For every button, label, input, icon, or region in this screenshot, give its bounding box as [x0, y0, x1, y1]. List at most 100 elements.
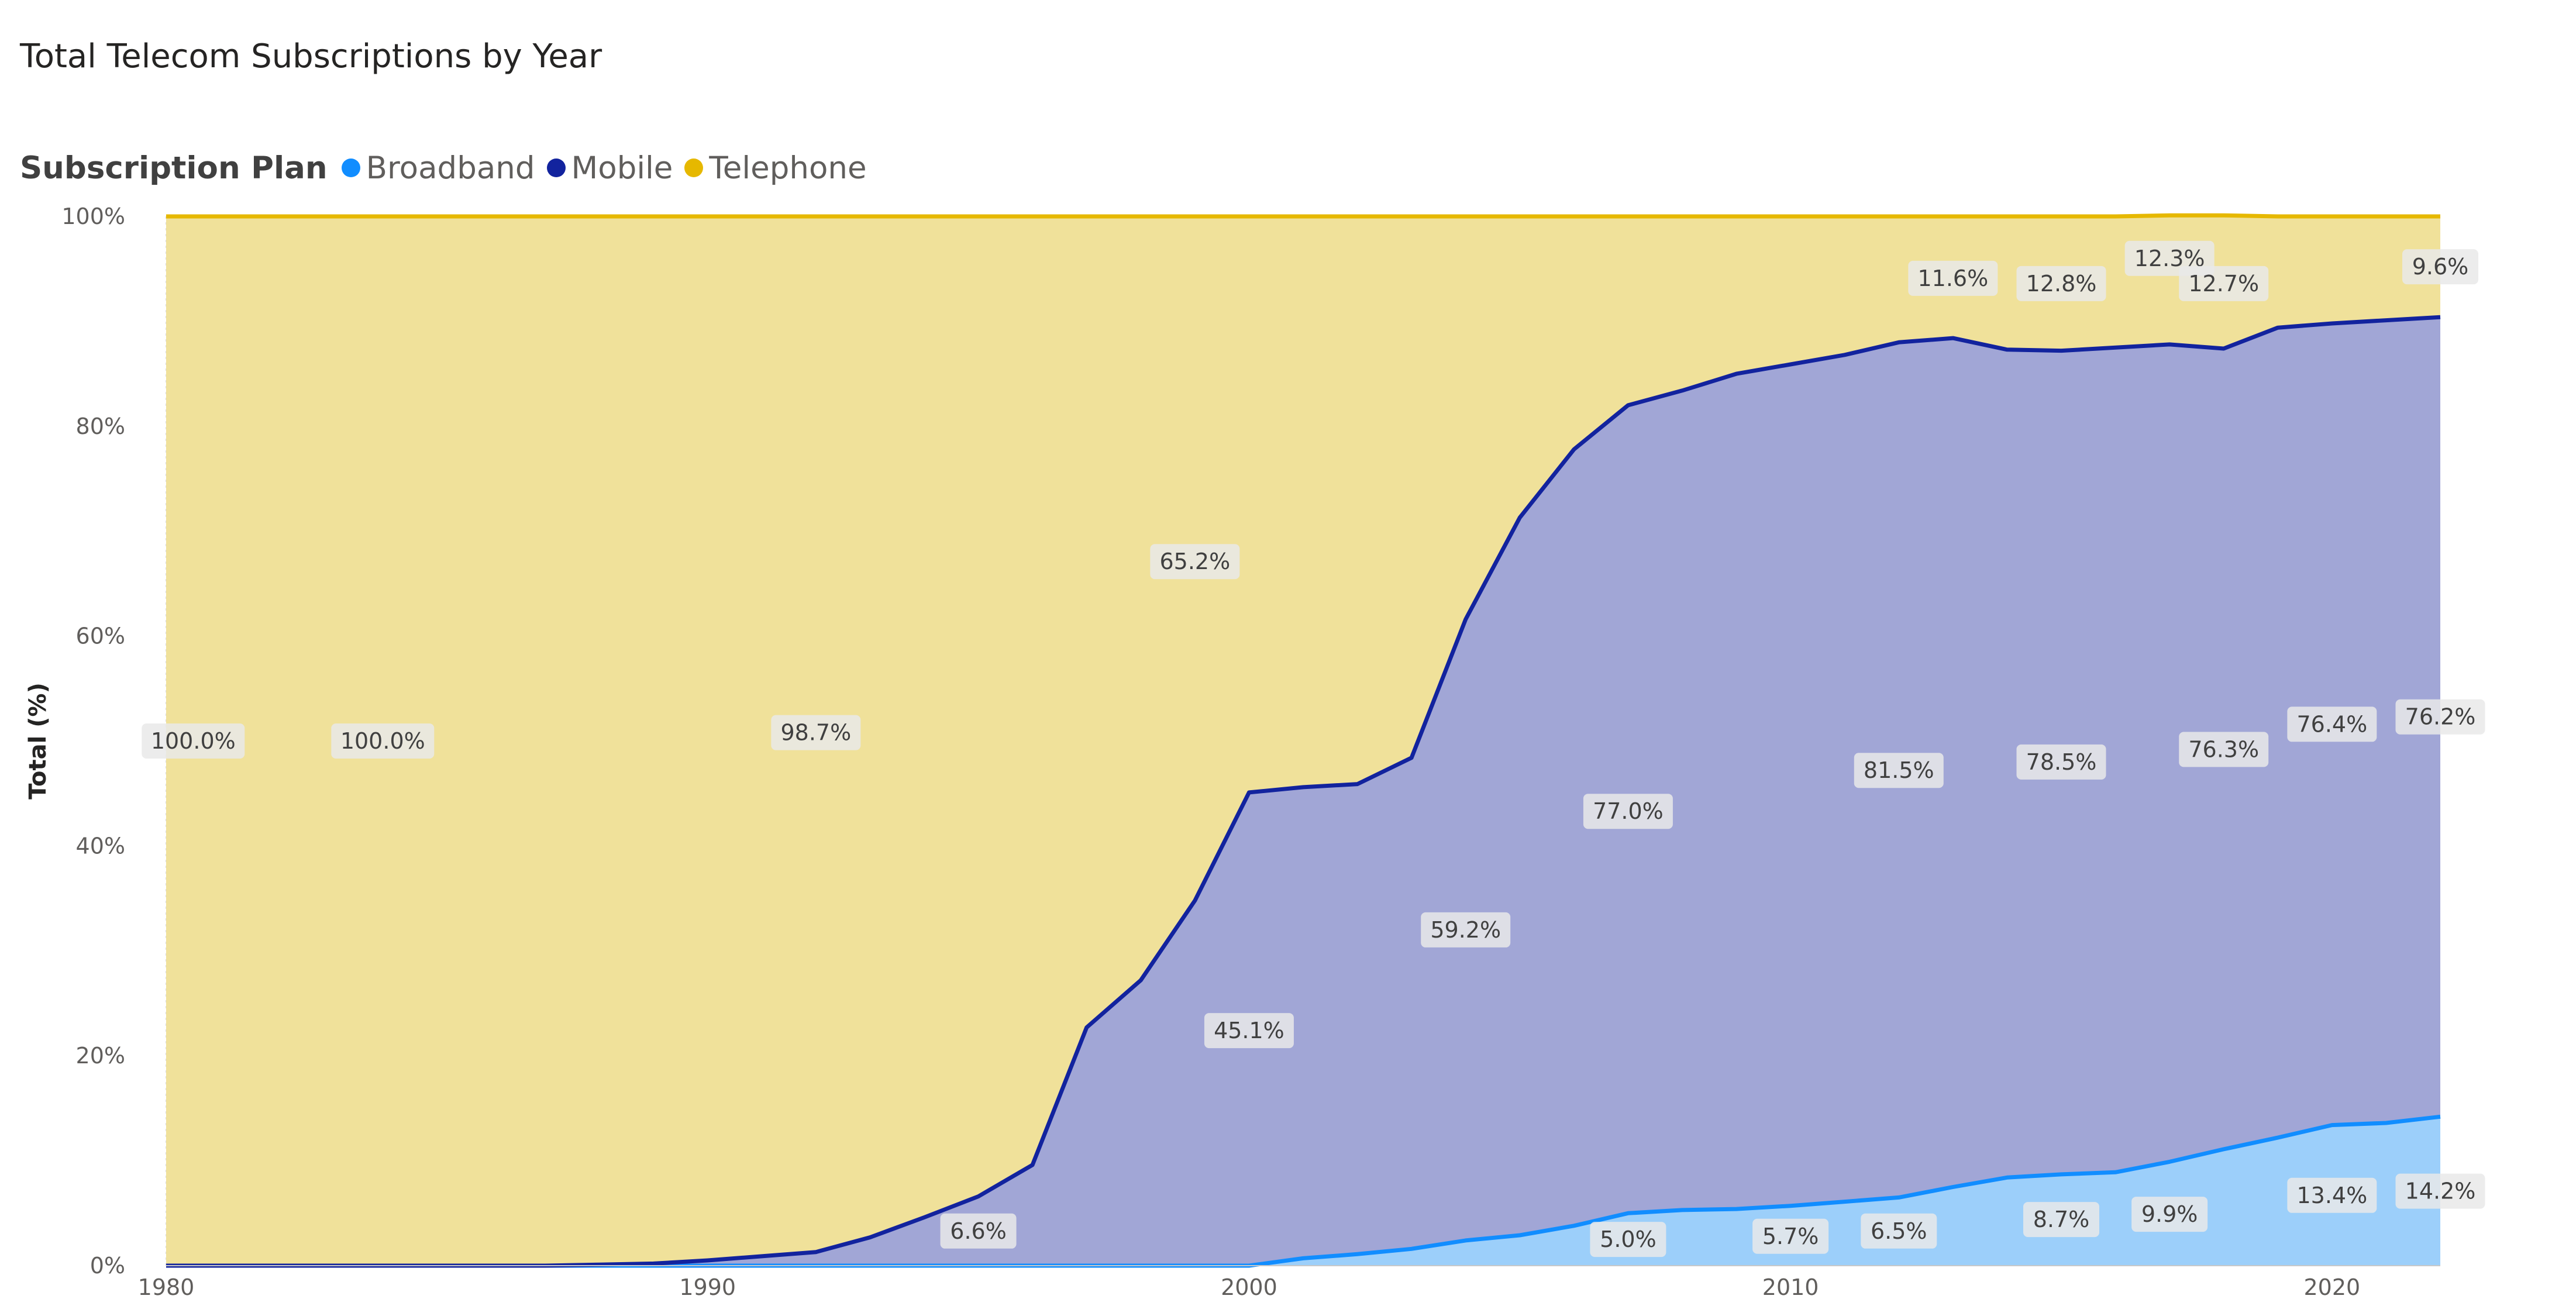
- line-telephone: [166, 213, 2440, 219]
- data-label-text: 59.2%: [1430, 917, 1501, 943]
- legend-label-telephone: Telephone: [709, 150, 867, 186]
- data-label: 100.0%: [331, 723, 435, 759]
- data-label-text: 65.2%: [1159, 549, 1230, 574]
- data-label-text: 6.6%: [950, 1218, 1007, 1244]
- data-label: 6.6%: [940, 1213, 1017, 1249]
- data-label-bg: [2179, 732, 2269, 767]
- area-telephone[interactable]: [166, 215, 2440, 1266]
- broadband-dot-icon: [341, 159, 360, 177]
- data-label-text: 11.6%: [1917, 266, 1988, 291]
- telephone-dot-icon: [684, 159, 704, 177]
- data-label-bg: [2287, 707, 2377, 742]
- data-label-text: 12.7%: [2188, 271, 2259, 297]
- legend-item-mobile[interactable]: Mobile: [546, 150, 673, 186]
- data-label-text: 8.7%: [2033, 1207, 2090, 1232]
- data-label: 78.5%: [2016, 744, 2106, 780]
- data-label: 81.5%: [1854, 753, 1944, 788]
- y-tick-label: 40%: [76, 833, 125, 859]
- data-label-bg: [2402, 249, 2478, 285]
- area-mobile[interactable]: [166, 317, 2440, 1266]
- data-label-bg: [1421, 912, 1511, 947]
- data-label-text: 76.4%: [2296, 711, 2367, 737]
- data-label: 12.8%: [2016, 266, 2106, 301]
- data-label-text: 100.0%: [340, 728, 425, 754]
- data-label-text: 12.8%: [2026, 271, 2097, 297]
- data-label-text: 14.2%: [2405, 1179, 2476, 1204]
- data-label-text: 5.0%: [1600, 1226, 1657, 1252]
- data-label-bg: [1908, 260, 1998, 296]
- data-label-text: 76.2%: [2405, 704, 2476, 730]
- data-label-bg: [771, 715, 861, 750]
- data-label: 59.2%: [1421, 912, 1511, 947]
- data-label-bg: [142, 723, 245, 759]
- x-tick-label: 2000: [1221, 1274, 1277, 1299]
- x-tick-label: 2020: [2303, 1274, 2360, 1299]
- legend-item-telephone[interactable]: Telephone: [684, 150, 867, 186]
- x-tick-label: 1990: [679, 1274, 736, 1299]
- data-label-bg: [2023, 1202, 2099, 1238]
- legend-title: Subscription Plan: [20, 150, 328, 186]
- y-tick-label: 20%: [76, 1043, 125, 1069]
- data-label: 76.4%: [2287, 707, 2377, 742]
- data-label-text: 13.4%: [2296, 1183, 2367, 1208]
- legend-label-mobile: Mobile: [571, 150, 673, 186]
- y-tick-label: 0%: [90, 1253, 125, 1279]
- data-label-bg: [2016, 266, 2106, 301]
- data-label-bg: [2395, 1173, 2485, 1209]
- data-label-text: 6.5%: [1871, 1218, 1927, 1244]
- legend-label-broadband: Broadband: [366, 150, 535, 186]
- data-label: 100.0%: [142, 723, 245, 759]
- data-label: 12.7%: [2179, 266, 2269, 301]
- data-label: 5.0%: [1590, 1222, 1666, 1257]
- data-label: 11.6%: [1908, 260, 1998, 296]
- data-label: 45.1%: [1204, 1013, 1294, 1049]
- legend: Subscription Plan Broadband Mobile Telep…: [20, 147, 879, 188]
- data-labels: 100.0% 100.0% 98.7% 65.2% 6.6% 45.1% 59.2% 77.0…: [142, 240, 2485, 1257]
- data-label-bg: [2179, 266, 2269, 301]
- y-tick-label: 80%: [76, 414, 125, 439]
- y-tick-label: 100%: [61, 204, 125, 229]
- data-label-bg: [2131, 1197, 2208, 1232]
- data-label: 77.0%: [1583, 794, 1673, 829]
- data-label-text: 100.0%: [151, 728, 236, 754]
- data-label-text: 81.5%: [1864, 757, 1934, 783]
- data-label-text: 5.7%: [1762, 1224, 1819, 1249]
- data-label-bg: [1854, 753, 1944, 788]
- data-label: 9.6%: [2402, 249, 2478, 285]
- data-label-bg: [331, 723, 435, 759]
- data-label-bg: [940, 1213, 1017, 1249]
- data-label-text: 45.1%: [1214, 1018, 1284, 1043]
- data-label-text: 76.3%: [2188, 736, 2259, 762]
- data-label-bg: [1752, 1218, 1829, 1254]
- data-label-bg: [1861, 1213, 1937, 1249]
- x-tick-label: 2010: [1762, 1274, 1819, 1299]
- data-label-text: 9.9%: [2141, 1201, 2198, 1227]
- data-label-bg: [1204, 1013, 1294, 1049]
- data-label: 65.2%: [1150, 544, 1240, 580]
- x-tick-label: 1980: [138, 1274, 195, 1299]
- data-label-bg: [1583, 794, 1673, 829]
- data-label: 13.4%: [2287, 1177, 2377, 1213]
- data-label-bg: [1590, 1222, 1666, 1257]
- data-label-bg: [2287, 1177, 2377, 1213]
- area-series: [166, 215, 2440, 1266]
- data-label: 76.3%: [2179, 732, 2269, 767]
- data-label-bg: [2395, 699, 2485, 735]
- data-label: 14.2%: [2395, 1173, 2485, 1209]
- data-label: 5.7%: [1752, 1218, 1829, 1254]
- mobile-dot-icon: [546, 159, 566, 177]
- data-label-text: 78.5%: [2026, 749, 2097, 775]
- data-label-bg: [1150, 544, 1240, 580]
- data-label: 8.7%: [2023, 1202, 2099, 1238]
- data-label-text: 77.0%: [1593, 798, 1664, 824]
- data-label: 9.9%: [2131, 1197, 2208, 1232]
- chart-title: Total Telecom Subscriptions by Year: [20, 37, 602, 75]
- data-label-bg: [2016, 744, 2106, 780]
- legend-item-broadband[interactable]: Broadband: [341, 150, 535, 186]
- data-label: 98.7%: [771, 715, 861, 750]
- data-label-text: 9.6%: [2412, 254, 2469, 280]
- axes: 0% 20% 40% 60% 80% 100% 1980 1990 2000 2010 2020 To…: [25, 204, 2440, 1299]
- y-axis-title: Total (%): [25, 683, 51, 800]
- y-tick-label: 60%: [76, 623, 125, 649]
